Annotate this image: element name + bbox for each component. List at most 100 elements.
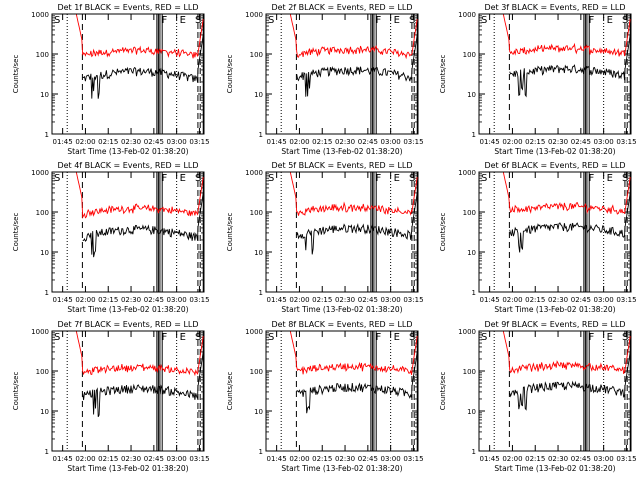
panel-letter-s: S (481, 173, 487, 184)
x-tick-label: 01:45 (267, 455, 287, 463)
panel-letter-e: E (180, 332, 186, 343)
panel-letter-f: F (161, 173, 167, 184)
series-line-lld (75, 13, 204, 59)
x-tick-label: 02:30 (121, 296, 141, 304)
y-axis-label: Counts/sec (226, 372, 234, 411)
panel-letter-f: F (588, 173, 594, 184)
x-tick-label: 02:00 (289, 138, 309, 146)
y-tick-label: 1 (259, 448, 263, 456)
y-tick-label: 100 (463, 51, 476, 59)
series-line-events (509, 351, 631, 411)
x-tick-label: 01:45 (480, 455, 500, 463)
series-line-events (82, 192, 204, 258)
x-axis-label: Start Time (13-Feb-02 01:38:20) (494, 305, 615, 314)
y-tick-label: 1000 (245, 11, 263, 19)
x-tick-label: 02:00 (502, 455, 522, 463)
x-tick-label: 02:00 (75, 455, 95, 463)
x-tick-label: 02:45 (144, 455, 164, 463)
panel-det-1: Det 1f BLACK = Events, RED = LLD Counts/s… (12, 3, 210, 156)
panel-title: Det 6f BLACK = Events, RED = LLD (484, 161, 625, 170)
y-axis-label: Counts/sec (439, 55, 447, 94)
panel-letter-s: S (622, 332, 628, 343)
x-tick-label: 02:15 (525, 138, 545, 146)
x-tick-label: 02:00 (75, 296, 95, 304)
plot-frame (478, 171, 632, 293)
panel-det-6: Det 6f BLACK = Events, RED = LLD Counts/s… (439, 161, 637, 314)
panel-letter-f: F (375, 15, 381, 26)
x-tick-label: 03:15 (189, 455, 209, 463)
x-tick-label: 02:15 (525, 296, 545, 304)
x-axis-label: Start Time (13-Feb-02 01:38:20) (67, 464, 188, 473)
x-tick-label: 02:30 (335, 455, 355, 463)
panel-letter-f: F (588, 332, 594, 343)
y-tick-label: 10 (467, 249, 476, 257)
y-tick-label: 1000 (31, 11, 49, 19)
y-tick-label: 100 (250, 209, 263, 217)
x-tick-label: 03:15 (189, 296, 209, 304)
panel-title: Det 1f BLACK = Events, RED = LLD (57, 3, 198, 12)
x-tick-label: 02:30 (335, 296, 355, 304)
x-tick-label: 03:15 (403, 455, 423, 463)
x-tick-label: 02:30 (548, 455, 568, 463)
x-axis-label: Start Time (13-Feb-02 01:38:20) (494, 147, 615, 156)
x-tick-label: 01:45 (480, 296, 500, 304)
series-line-lld (75, 330, 204, 377)
series-line-lld (502, 13, 631, 57)
x-tick-label: 03:00 (594, 296, 614, 304)
series-line-lld (502, 171, 631, 215)
panel-letter-f: F (375, 332, 381, 343)
y-tick-label: 100 (463, 209, 476, 217)
panel-title: Det 5f BLACK = Events, RED = LLD (271, 161, 412, 170)
x-tick-label: 02:30 (121, 138, 141, 146)
x-tick-label: 02:45 (571, 455, 591, 463)
panel-letter-s: S (54, 332, 60, 343)
x-tick-label: 02:45 (358, 296, 378, 304)
panel-letter-e: E (180, 15, 186, 26)
x-tick-label: 02:00 (289, 296, 309, 304)
x-tick-label: 03:00 (381, 455, 401, 463)
y-tick-label: 10 (40, 408, 49, 416)
x-tick-label: 02:45 (144, 138, 164, 146)
panel-letter-s: S (195, 332, 201, 343)
x-tick-label: 02:45 (144, 296, 164, 304)
x-tick-label: 03:00 (381, 296, 401, 304)
panel-letter-f: F (161, 15, 167, 26)
x-axis-label: Start Time (13-Feb-02 01:38:20) (67, 147, 188, 156)
y-tick-label: 1000 (458, 328, 476, 336)
y-tick-label: 100 (36, 368, 49, 376)
series-line-lld (502, 330, 631, 375)
series-line-events (82, 34, 204, 99)
y-axis-label: Counts/sec (12, 55, 20, 94)
series-line-events (509, 192, 631, 253)
panel-title: Det 4f BLACK = Events, RED = LLD (57, 161, 198, 170)
y-tick-label: 100 (463, 368, 476, 376)
series-line-events (296, 351, 418, 414)
panel-title: Det 7f BLACK = Events, RED = LLD (57, 320, 198, 329)
plot-frame (51, 171, 205, 293)
x-tick-label: 03:15 (403, 138, 423, 146)
y-axis-label: Counts/sec (12, 372, 20, 411)
y-tick-label: 100 (36, 51, 49, 59)
y-tick-label: 100 (250, 368, 263, 376)
y-tick-label: 10 (254, 249, 263, 257)
y-tick-label: 1000 (458, 11, 476, 19)
y-axis-label: Counts/sec (226, 213, 234, 252)
series-line-events (509, 34, 631, 98)
panel-det-3: Det 3f BLACK = Events, RED = LLD Counts/s… (439, 3, 637, 156)
panel-letter-f: F (375, 173, 381, 184)
x-tick-label: 03:00 (594, 138, 614, 146)
panel-letter-f: F (588, 15, 594, 26)
y-tick-label: 1000 (458, 169, 476, 177)
plot-frame (265, 330, 419, 452)
x-axis-label: Start Time (13-Feb-02 01:38:20) (281, 147, 402, 156)
panel-title: Det 3f BLACK = Events, RED = LLD (484, 3, 625, 12)
y-tick-label: 1 (472, 131, 476, 139)
panel-det-2: Det 2f BLACK = Events, RED = LLD Counts/s… (226, 3, 424, 156)
y-tick-label: 10 (40, 249, 49, 257)
y-tick-label: 10 (467, 91, 476, 99)
x-tick-label: 01:45 (267, 296, 287, 304)
y-axis-label: Counts/sec (12, 213, 20, 252)
plot-frame (265, 171, 419, 293)
